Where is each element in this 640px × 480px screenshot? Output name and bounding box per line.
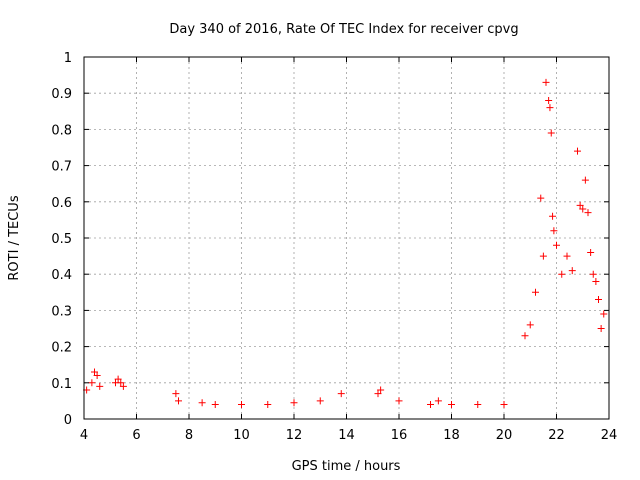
data-point xyxy=(545,96,553,104)
data-point xyxy=(88,379,96,387)
data-point xyxy=(526,321,534,329)
x-tick-label: 8 xyxy=(185,428,193,443)
chart-title: Day 340 of 2016, Rate Of TEC Index for r… xyxy=(169,22,518,37)
data-point xyxy=(374,390,382,398)
y-tick-label: 0.2 xyxy=(51,341,72,356)
data-point xyxy=(553,241,560,249)
data-point xyxy=(521,332,529,340)
data-point xyxy=(597,325,605,332)
y-tick-label: 0.4 xyxy=(51,268,72,283)
data-point xyxy=(581,176,589,184)
x-tick-label: 20 xyxy=(496,428,513,443)
y-tick-label: 0.1 xyxy=(51,377,72,392)
data-point xyxy=(198,399,206,407)
data-point xyxy=(434,397,442,405)
data-point xyxy=(117,379,125,387)
data-point xyxy=(600,310,608,318)
data-point xyxy=(563,252,571,260)
x-tick-label: 24 xyxy=(601,428,618,443)
data-point xyxy=(93,372,101,380)
x-tick-label: 10 xyxy=(233,428,250,443)
tick-labels-layer: 4 6 8 10 12 14 16 18 20 22 24 0 0.1 0.2 0.3 0.4 0.5 0.6 0.… xyxy=(51,51,617,443)
y-tick-label: 1 xyxy=(64,51,72,66)
x-tick-label: 12 xyxy=(286,428,303,443)
data-point xyxy=(595,296,602,304)
grid-layer xyxy=(84,57,609,419)
data-point xyxy=(377,386,385,394)
data-point xyxy=(579,205,587,213)
data-point xyxy=(539,252,547,260)
y-tick-label: 0 xyxy=(64,413,72,428)
data-point xyxy=(264,401,272,409)
points-layer xyxy=(83,78,608,409)
data-point xyxy=(500,401,508,409)
data-point xyxy=(584,209,592,217)
y-tick-label: 0.8 xyxy=(51,123,72,138)
data-point xyxy=(542,78,550,86)
x-tick-label: 22 xyxy=(548,428,565,443)
ticks-layer xyxy=(83,56,610,420)
data-point xyxy=(427,401,434,409)
data-point xyxy=(211,401,219,409)
y-axis-label: ROTI / TECUs xyxy=(7,195,22,280)
y-tick-label: 0.9 xyxy=(51,87,72,102)
x-tick-label: 4 xyxy=(80,428,88,443)
data-point xyxy=(172,390,180,398)
y-tick-label: 0.3 xyxy=(51,304,72,319)
data-point xyxy=(576,201,584,209)
data-point xyxy=(238,401,245,409)
data-point xyxy=(474,401,482,409)
x-tick-label: 16 xyxy=(391,428,408,443)
x-axis-label: GPS time / hours xyxy=(292,459,401,474)
data-point xyxy=(175,397,182,405)
data-point xyxy=(448,401,455,409)
data-point xyxy=(574,147,581,155)
data-point xyxy=(546,104,554,112)
data-point xyxy=(550,227,558,235)
data-point xyxy=(587,248,595,256)
x-tick-label: 18 xyxy=(443,428,460,443)
data-point xyxy=(96,382,104,390)
data-point xyxy=(337,390,345,398)
data-point xyxy=(547,129,555,137)
y-tick-label: 0.6 xyxy=(51,196,72,211)
data-point xyxy=(568,267,576,275)
data-point xyxy=(549,212,557,220)
y-tick-label: 0.5 xyxy=(51,232,72,247)
data-point xyxy=(119,382,127,390)
data-point xyxy=(558,270,566,278)
data-point xyxy=(532,288,539,296)
data-point xyxy=(290,399,298,407)
y-tick-label: 0.7 xyxy=(51,160,72,175)
data-point xyxy=(395,397,403,405)
data-point xyxy=(537,194,545,202)
data-point xyxy=(316,397,324,405)
data-point xyxy=(91,368,98,376)
data-point xyxy=(114,375,122,383)
x-tick-label: 14 xyxy=(338,428,355,443)
data-point xyxy=(592,277,600,285)
x-tick-label: 6 xyxy=(132,428,140,443)
data-point xyxy=(589,270,597,278)
